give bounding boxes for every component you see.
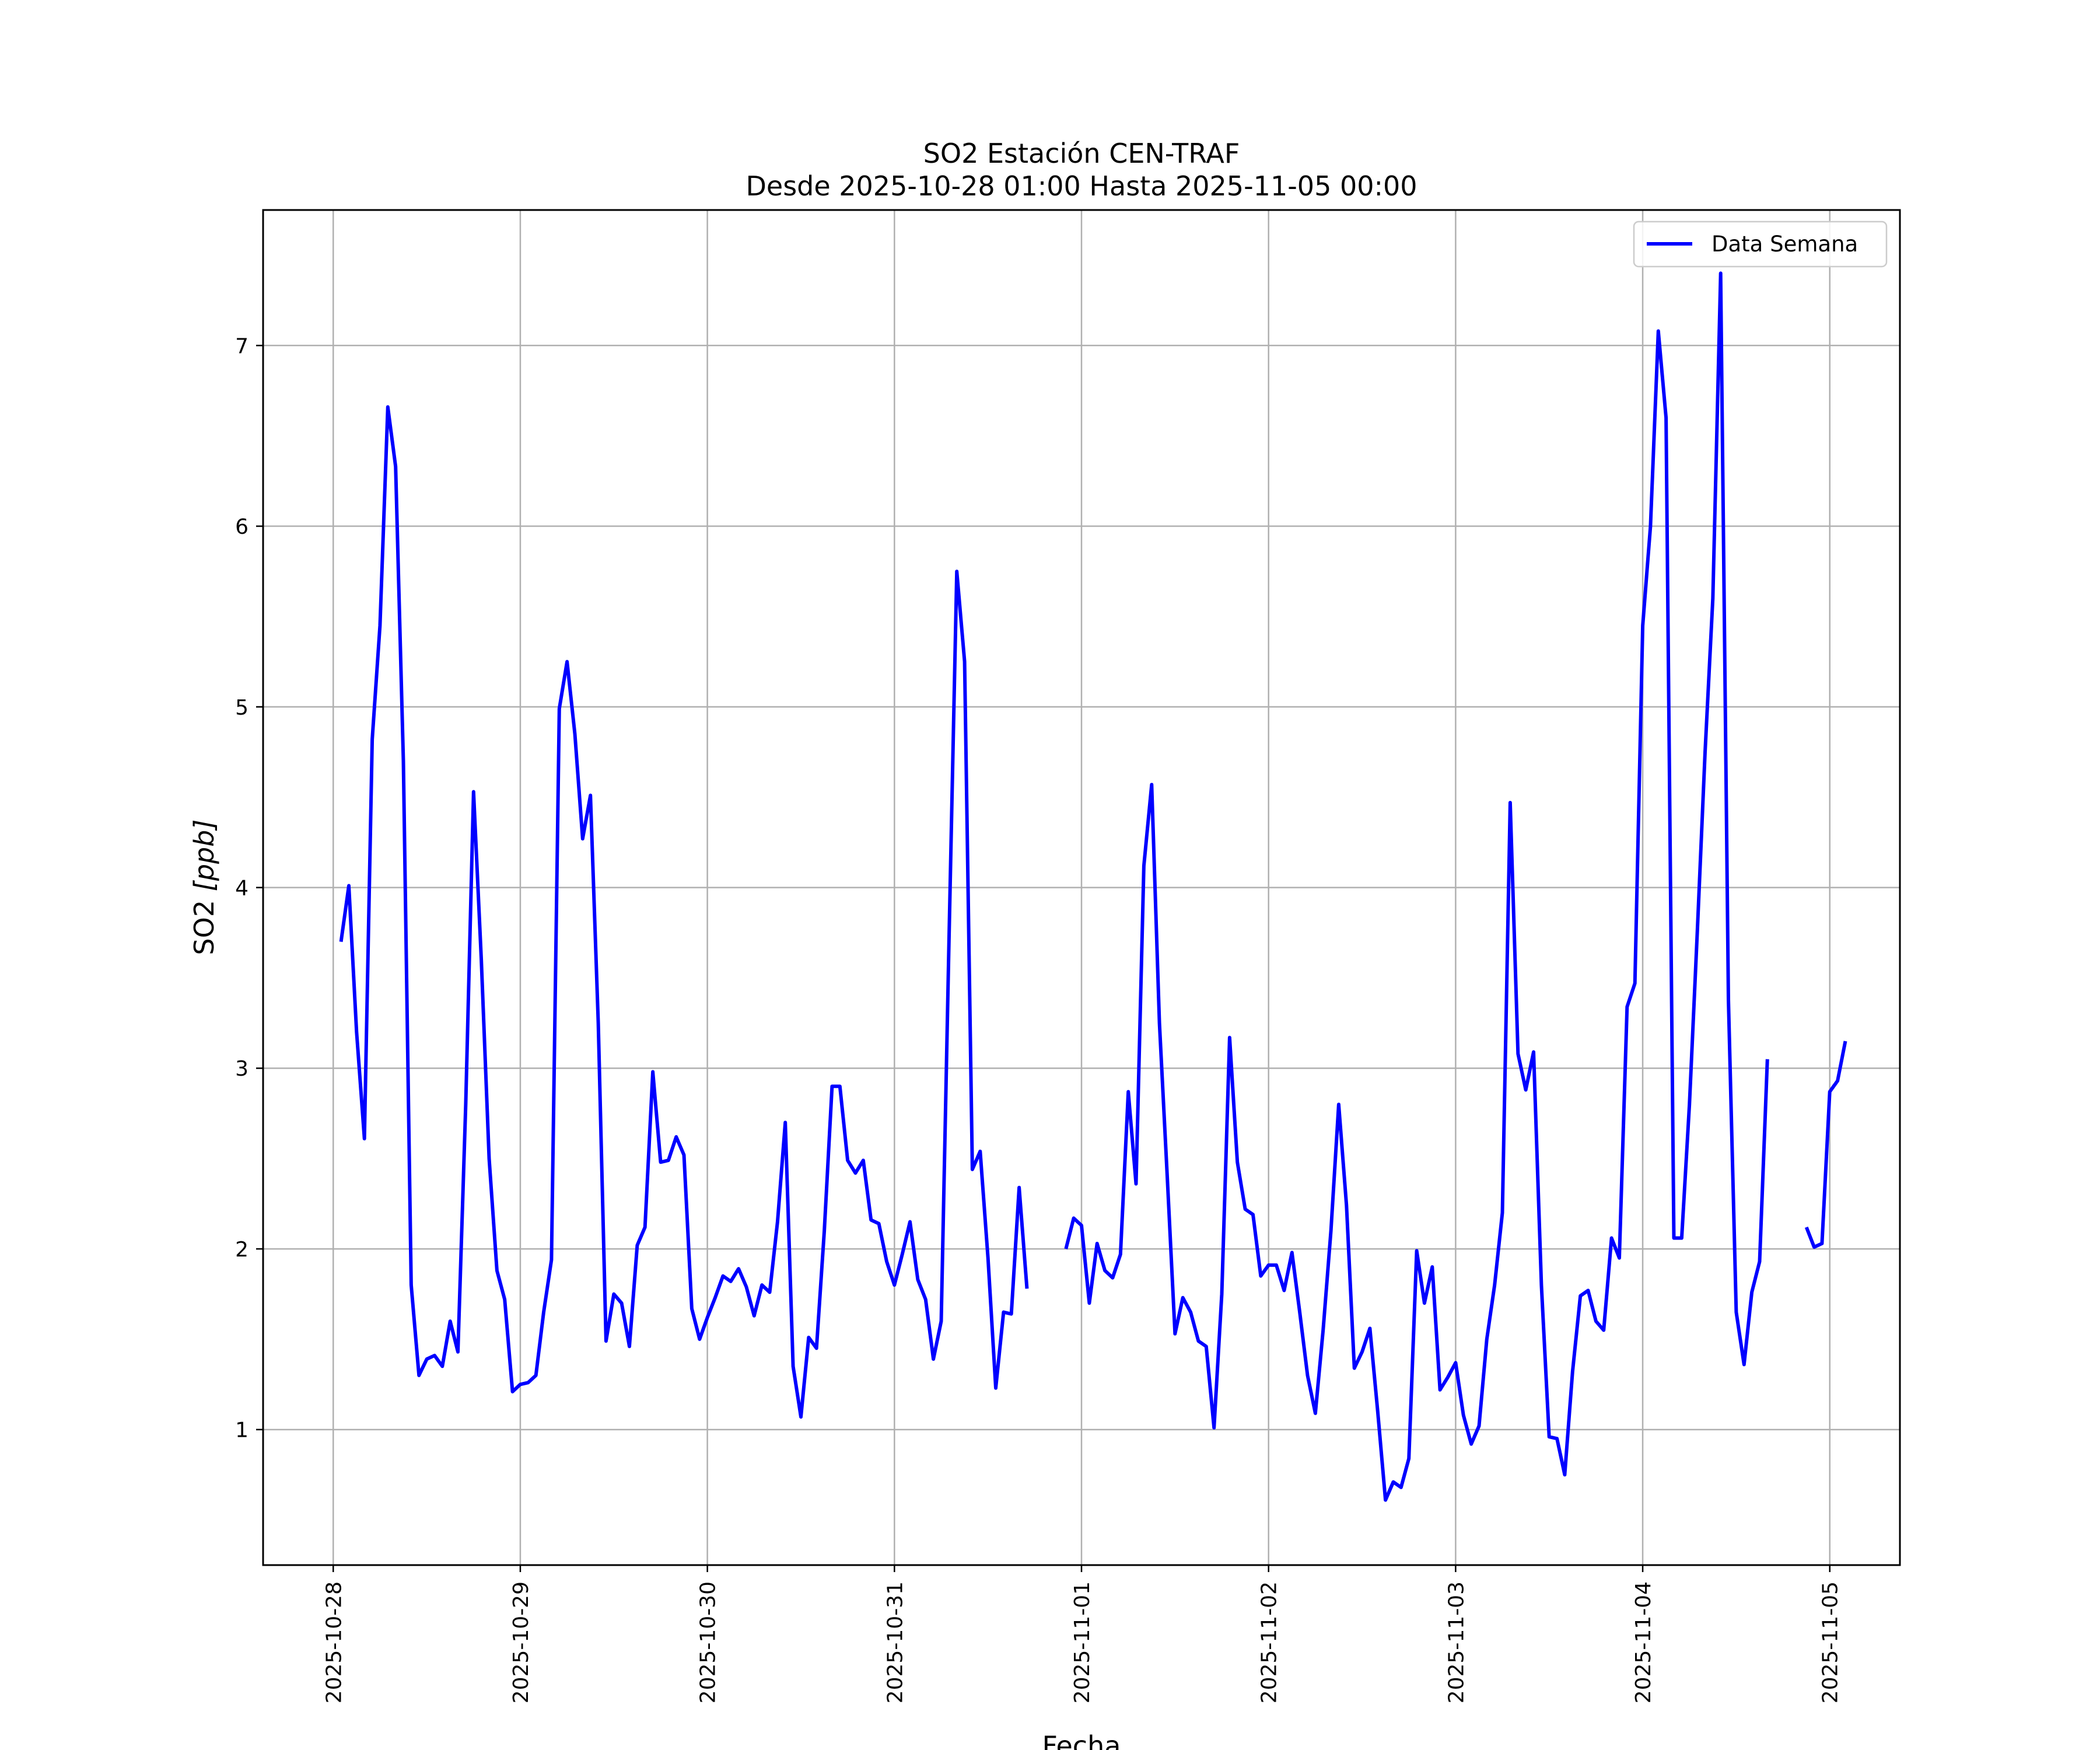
grid xyxy=(263,210,1900,1565)
x-tick-label: 2025-11-05 xyxy=(1819,1581,1843,1703)
y-tick-label: 1 xyxy=(235,1419,249,1443)
x-tick-label: 2025-11-01 xyxy=(1070,1581,1094,1703)
legend: Data Semana xyxy=(1633,220,1888,268)
y-tick-label: 5 xyxy=(235,696,249,720)
x-axis-label: Fecha xyxy=(1042,1730,1121,1750)
x-tick-label: 2025-10-30 xyxy=(696,1581,720,1703)
chart-title: SO2 Estación CEN-TRAF xyxy=(923,138,1240,169)
y-axis-label: SO2 [ppb] xyxy=(188,820,220,956)
y-tick-label: 7 xyxy=(235,334,249,358)
x-tick-label: 2025-10-31 xyxy=(883,1581,907,1703)
x-tick-label: 2025-10-29 xyxy=(509,1581,533,1703)
y-axis: 1 2 3 4 5 6 7 xyxy=(235,334,263,1443)
legend-box xyxy=(1633,220,1888,268)
x-tick-label: 2025-11-02 xyxy=(1258,1581,1282,1703)
x-tick-label: 2025-11-03 xyxy=(1444,1581,1468,1703)
legend-label: Data Semana xyxy=(1712,232,1858,257)
series-line-data-semana xyxy=(339,271,1847,1502)
chart-subtitle: Desde 2025-10-28 01:00 Hasta 2025-11-05 … xyxy=(746,170,1417,202)
y-axis-label-prefix: SO2 xyxy=(188,891,220,955)
y-tick-label: 4 xyxy=(235,877,249,901)
y-axis-label-unit: [ppb] xyxy=(188,820,220,892)
y-tick-label: 2 xyxy=(235,1238,249,1262)
x-tick-label: 2025-10-28 xyxy=(322,1581,346,1703)
x-tick-label: 2025-11-04 xyxy=(1632,1581,1656,1703)
y-tick-label: 6 xyxy=(235,515,249,539)
x-axis: 2025-10-28 2025-10-29 2025-10-30 2025-10-31… xyxy=(322,1565,1843,1703)
series-layer xyxy=(339,271,1847,1502)
y-tick-label: 3 xyxy=(235,1057,249,1081)
